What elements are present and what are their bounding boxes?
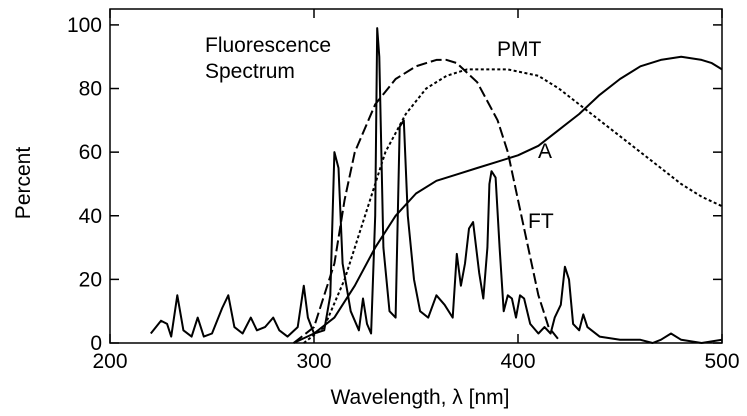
series-line xyxy=(150,27,723,344)
series-label: Fluorescence Spectrum xyxy=(205,34,332,83)
plot-frame xyxy=(109,8,723,344)
x-axis-label: Wavelength, λ [nm] xyxy=(331,386,510,409)
y-tick-label: 0 xyxy=(90,332,102,355)
series-line xyxy=(292,58,560,344)
x-tick-label: 300 xyxy=(296,350,331,373)
y-tick-label: 100 xyxy=(67,14,102,37)
y-tick-label: 20 xyxy=(79,268,102,291)
series-line xyxy=(293,55,723,344)
y-tick-label: 80 xyxy=(79,78,102,101)
x-tick-label: 200 xyxy=(92,350,127,373)
series-label: A xyxy=(538,140,553,163)
series-label: PMT xyxy=(497,38,542,61)
series-label: FT xyxy=(528,210,554,233)
x-tick-label: 400 xyxy=(500,350,535,373)
y-axis-label: Percent xyxy=(12,147,35,220)
y-tick-label: 60 xyxy=(79,141,102,164)
series-line xyxy=(303,68,723,344)
x-tick-label: 500 xyxy=(704,350,739,373)
y-tick-label: 40 xyxy=(79,205,102,228)
